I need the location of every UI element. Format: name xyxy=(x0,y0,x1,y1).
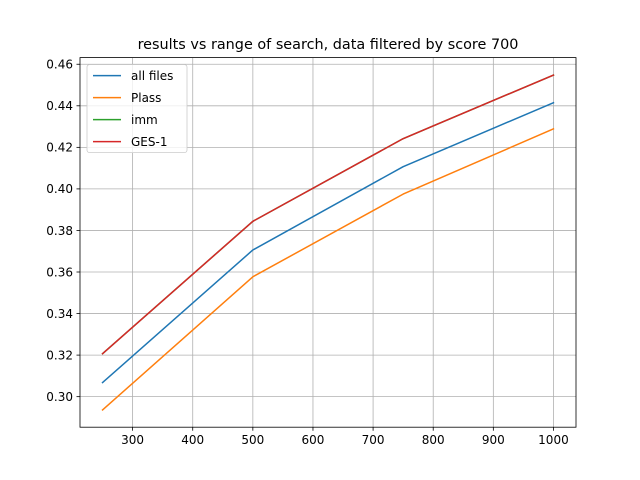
y-tick-label: 0.46 xyxy=(46,58,73,72)
y-tick-label: 0.32 xyxy=(46,348,73,362)
y-tick-label: 0.36 xyxy=(46,265,73,279)
y-tick-label: 0.40 xyxy=(46,182,73,196)
legend-label: Plass xyxy=(131,91,161,105)
x-tick-label: 300 xyxy=(121,433,144,447)
grid xyxy=(80,57,576,428)
x-tick-label: 500 xyxy=(241,433,264,447)
x-tick-label: 700 xyxy=(362,433,385,447)
series-line-1 xyxy=(101,101,555,384)
y-tick-label: 0.38 xyxy=(46,224,73,238)
legend: all files Plass imm GES-1 xyxy=(86,64,188,153)
y-tick-label: 0.34 xyxy=(46,307,73,321)
y-tick-label: 0.44 xyxy=(46,99,73,113)
chart-title: results vs range of search, data filtere… xyxy=(138,37,519,53)
plot-frame xyxy=(79,57,577,428)
y-axis: 0.30 0.32 0.34 0.36 0.38 0.40 0.42 0.44 0.46 xyxy=(46,58,80,404)
legend-box xyxy=(86,64,188,153)
series-lines xyxy=(101,74,555,412)
x-tick-label: 600 xyxy=(302,433,325,447)
series-line-4 xyxy=(101,74,555,355)
legend-label: imm xyxy=(131,113,158,127)
legend-label: GES-1 xyxy=(131,135,167,149)
series-line-2 xyxy=(101,127,555,412)
x-tick-label: 900 xyxy=(482,433,505,447)
x-axis: 300 400 500 600 700 800 900 1000 xyxy=(121,427,569,447)
y-tick-label: 0.30 xyxy=(46,390,73,404)
legend-label: all files xyxy=(131,69,173,83)
x-tick-label: 1000 xyxy=(538,433,569,447)
x-tick-label: 400 xyxy=(181,433,204,447)
y-tick-label: 0.42 xyxy=(46,141,73,155)
x-tick-label: 800 xyxy=(422,433,445,447)
